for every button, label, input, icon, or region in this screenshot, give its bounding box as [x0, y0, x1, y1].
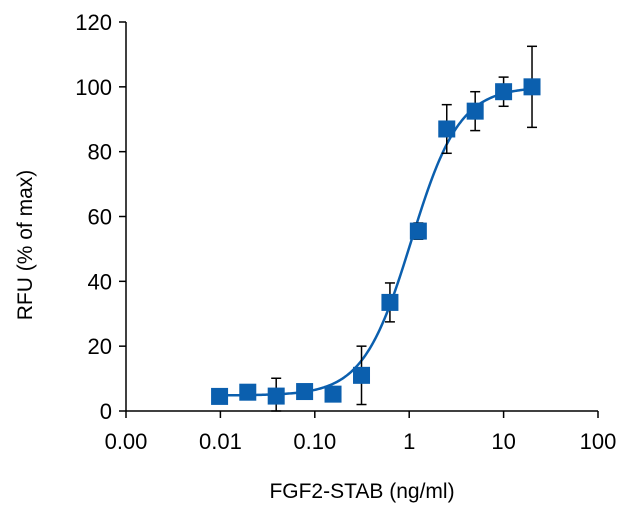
data-point [211, 387, 229, 405]
y-tick-label: 0 [100, 399, 112, 424]
y-tick-label: 40 [88, 269, 112, 294]
data-point [267, 387, 285, 405]
x-tick-label: 0.00 [105, 429, 148, 454]
x-tick-label: 10 [491, 429, 515, 454]
x-axis-title: FGF2-STAB (ng/ml) [269, 480, 454, 503]
data-point [353, 366, 371, 384]
y-tick-label: 80 [88, 140, 112, 165]
data-point [381, 293, 399, 311]
data-points [211, 78, 541, 405]
x-tick-label: 0.01 [199, 429, 242, 454]
x-tick-label: 1 [403, 429, 415, 454]
data-point [523, 78, 541, 96]
y-tick-label: 120 [75, 10, 112, 35]
data-point [239, 383, 257, 401]
fit-curve [219, 87, 533, 397]
y-tick-label: 100 [75, 75, 112, 100]
data-point [438, 120, 456, 138]
data-point [409, 222, 427, 240]
data-point [296, 383, 314, 401]
data-point [495, 83, 513, 101]
y-axis-ticks: 0 20 40 60 80 100 120 [75, 10, 126, 424]
y-tick-label: 60 [88, 205, 112, 230]
x-tick-label: 0.10 [293, 429, 336, 454]
error-bars [271, 45, 538, 412]
x-tick-label: 100 [580, 429, 617, 454]
fit-curve-layer [219, 87, 533, 397]
x-axis-ticks: 0.00 0.01 0.10 1 10 100 [105, 411, 617, 454]
data-point [466, 102, 484, 120]
y-axis-title: RFU (% of max) [14, 170, 37, 321]
data-point [324, 385, 342, 403]
y-tick-label: 20 [88, 334, 112, 359]
